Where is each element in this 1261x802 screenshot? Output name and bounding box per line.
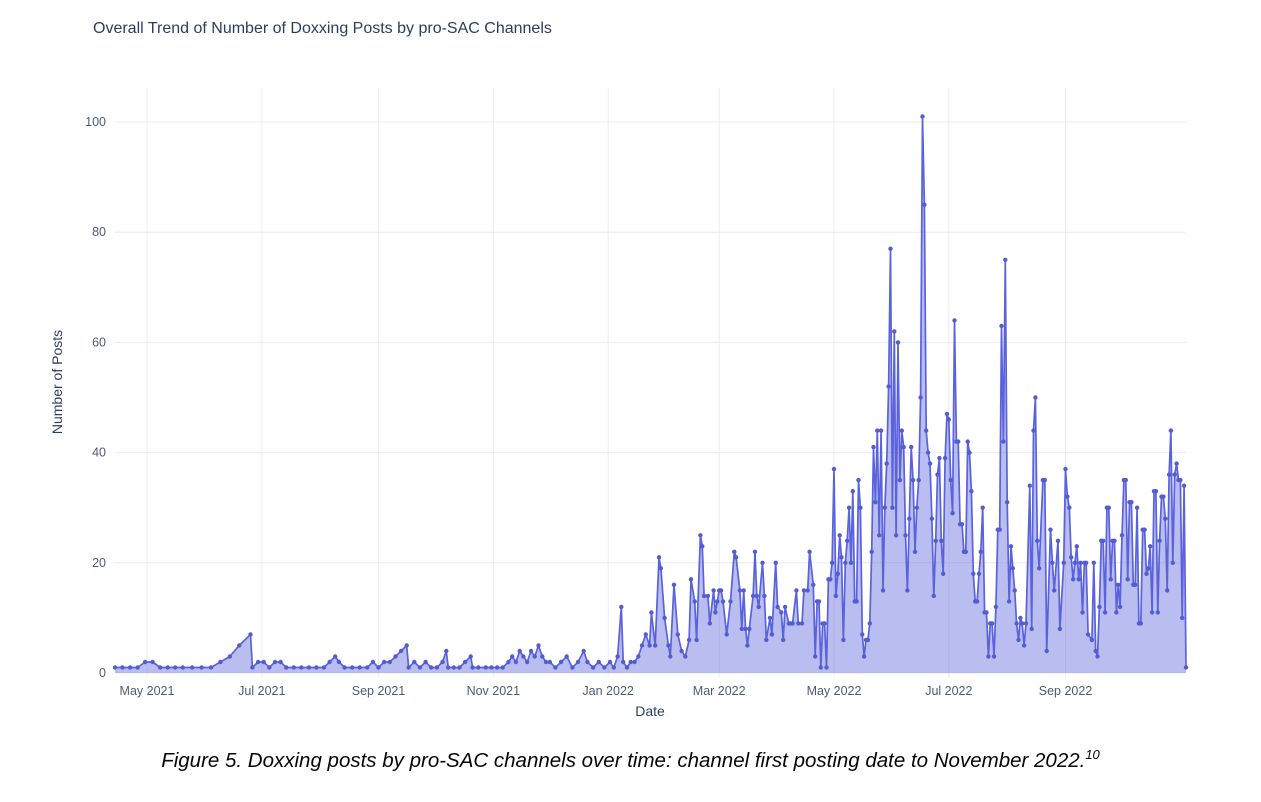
x-gridlines [146, 88, 1067, 677]
y-tick-label: 20 [92, 556, 106, 570]
y-tick-label: 40 [92, 446, 106, 460]
y-tick-label: 80 [92, 225, 106, 239]
y-tick-label: 60 [92, 335, 106, 349]
figure-caption: Figure 5. Doxxing posts by pro-SAC chann… [0, 747, 1261, 773]
y-tick-label: 100 [85, 115, 106, 129]
x-tick-label: May 2021 [120, 684, 175, 698]
area-fill [115, 116, 1186, 673]
x-axis-title: Date [635, 703, 665, 719]
x-tick-label: May 2022 [807, 684, 862, 698]
x-tick-label: Mar 2022 [693, 684, 746, 698]
x-tick-labels: May 2021 Jul 2021 Sep 2021 Nov 2021 Jan 2022… [120, 684, 1093, 698]
chart-canvas: Overall Trend of Number of Doxxing Posts… [49, 20, 1189, 719]
y-axis-title: Number of Posts [49, 330, 65, 434]
x-tick-label: Jul 2022 [925, 684, 972, 698]
x-tick-label: Nov 2021 [467, 684, 521, 698]
trend-line [115, 115, 1187, 669]
x-tick-label: Sep 2022 [1039, 684, 1093, 698]
y-gridlines [115, 121, 1186, 674]
data-point-markers [112, 114, 1189, 670]
caption-footnote-ref: 10 [1085, 747, 1100, 762]
y-tick-label: 0 [99, 666, 106, 680]
caption-text: Figure 5. Doxxing posts by pro-SAC chann… [161, 748, 1086, 772]
y-tick-labels: 0 20 40 60 80 100 [85, 115, 106, 680]
x-tick-label: Jul 2021 [238, 684, 285, 698]
doxxing-trend-chart: Overall Trend of Number of Doxxing Posts… [49, 20, 1189, 719]
chart-title: Overall Trend of Number of Doxxing Posts… [93, 20, 552, 37]
x-tick-label: Sep 2021 [352, 684, 406, 698]
x-tick-label: Jan 2022 [582, 684, 633, 698]
